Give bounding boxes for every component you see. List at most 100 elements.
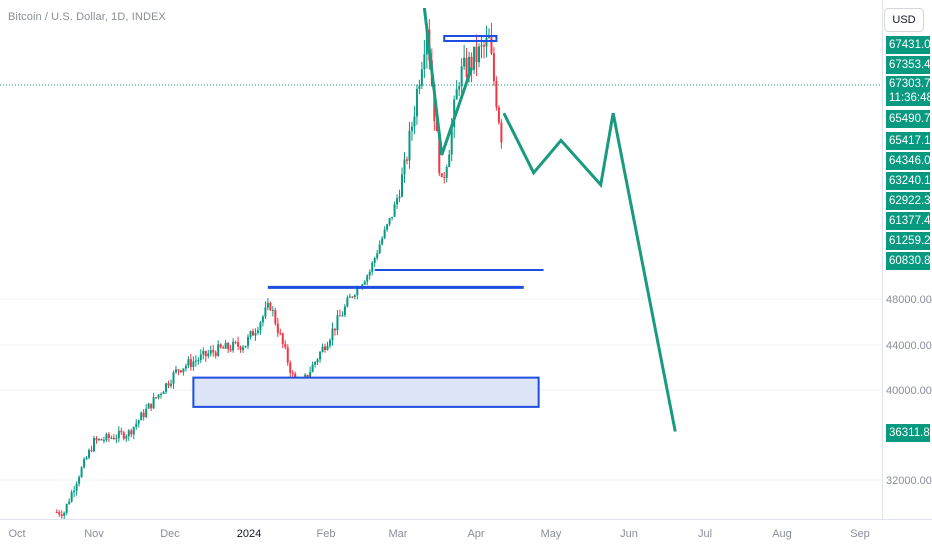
candle-body [177,369,180,371]
candle-body [256,330,259,333]
candle-body [259,322,262,331]
candle-body [363,281,366,285]
candle-body [194,360,197,362]
candle-body [495,81,498,108]
candle-body [366,275,369,282]
candle-body [274,309,277,324]
candle-body [368,271,371,276]
candle-body [170,383,173,386]
candle-body [127,430,130,437]
candle-body [376,253,379,259]
candle-body [150,403,153,409]
candle-body [174,369,177,373]
candle-body [107,434,110,438]
candle-body [348,296,351,298]
candle-body [356,287,359,296]
candle-body [423,54,426,70]
candle-body [242,347,245,350]
candle-body [386,224,389,230]
candle-body [480,45,483,47]
candle-body [460,66,463,87]
candle-body [132,426,135,435]
candle-body [343,306,346,316]
candle-body [391,216,394,219]
candle-body [271,309,274,311]
candle-body [165,383,168,392]
bar-countdown: 11:36:48 [889,92,932,104]
candle-body [251,331,254,336]
price-tick: 44000.00 [886,340,932,352]
candle-body [497,107,500,123]
candle-body [371,262,374,272]
candle-body [247,336,250,346]
pattern-line[interactable] [422,7,473,156]
price-label: 65490.79 [886,110,932,128]
candle-body [378,244,381,254]
candle-body [167,383,170,386]
candle-body [97,438,100,441]
candle-body [90,450,93,452]
candle-body [217,344,220,356]
candle-body [140,412,143,421]
gridlines [0,298,882,481]
candle-body [68,501,71,505]
demand-zone-box[interactable] [192,376,540,408]
candle-body [281,333,284,344]
candle-body [463,57,466,67]
candle-body [473,46,476,70]
candle-body [162,391,165,394]
candle-body [117,430,120,439]
candle-body [351,296,354,298]
candle-body [487,37,490,39]
candle-body [448,154,451,167]
price-tick: 40000.00 [886,385,932,397]
candle-body [482,45,485,47]
candle-body [145,408,148,418]
candle-body [405,159,408,161]
drawing-tools[interactable] [192,7,677,432]
time-tick: Apr [467,528,485,540]
candle-body [227,342,230,350]
candle-body [398,196,401,199]
candle-body [182,368,185,373]
candle-body [110,437,113,439]
forecast-path[interactable] [502,112,677,432]
top-range-box[interactable] [443,35,498,42]
candle-body [291,372,294,374]
candle-body [70,492,73,502]
candle-body [266,302,269,308]
candle-body [60,514,63,516]
candle-body [122,432,125,439]
candle-body [383,229,386,239]
candle-body [289,362,292,373]
currency-button[interactable]: USD [884,8,924,32]
price-label: 60830.84 [886,252,932,270]
candle-body [142,412,145,418]
candle-body [249,331,252,337]
candle-body [93,438,96,452]
candle-body [155,397,158,399]
candle-body [204,350,207,357]
candle-body [408,130,411,161]
candle-body [490,37,493,54]
candle-body [73,490,76,493]
candle-body [65,504,68,513]
candle-body [130,430,133,435]
candle-body [172,372,175,384]
candle-body [286,347,289,363]
price-label: 63240.12 [886,172,932,190]
candle-body [202,350,205,355]
candle-body [492,53,495,82]
candle-body [455,89,458,100]
last-price-label: 67303.75 11:36:48 [886,76,932,106]
candle-body [209,350,212,354]
time-tick: Dec [160,528,180,540]
candle-body [485,38,488,47]
time-tick: Jun [620,528,638,540]
candle-body [83,459,86,468]
candle-body [321,346,324,353]
candle-body [189,359,192,367]
candle-body [63,512,66,516]
candle-body [418,85,421,89]
